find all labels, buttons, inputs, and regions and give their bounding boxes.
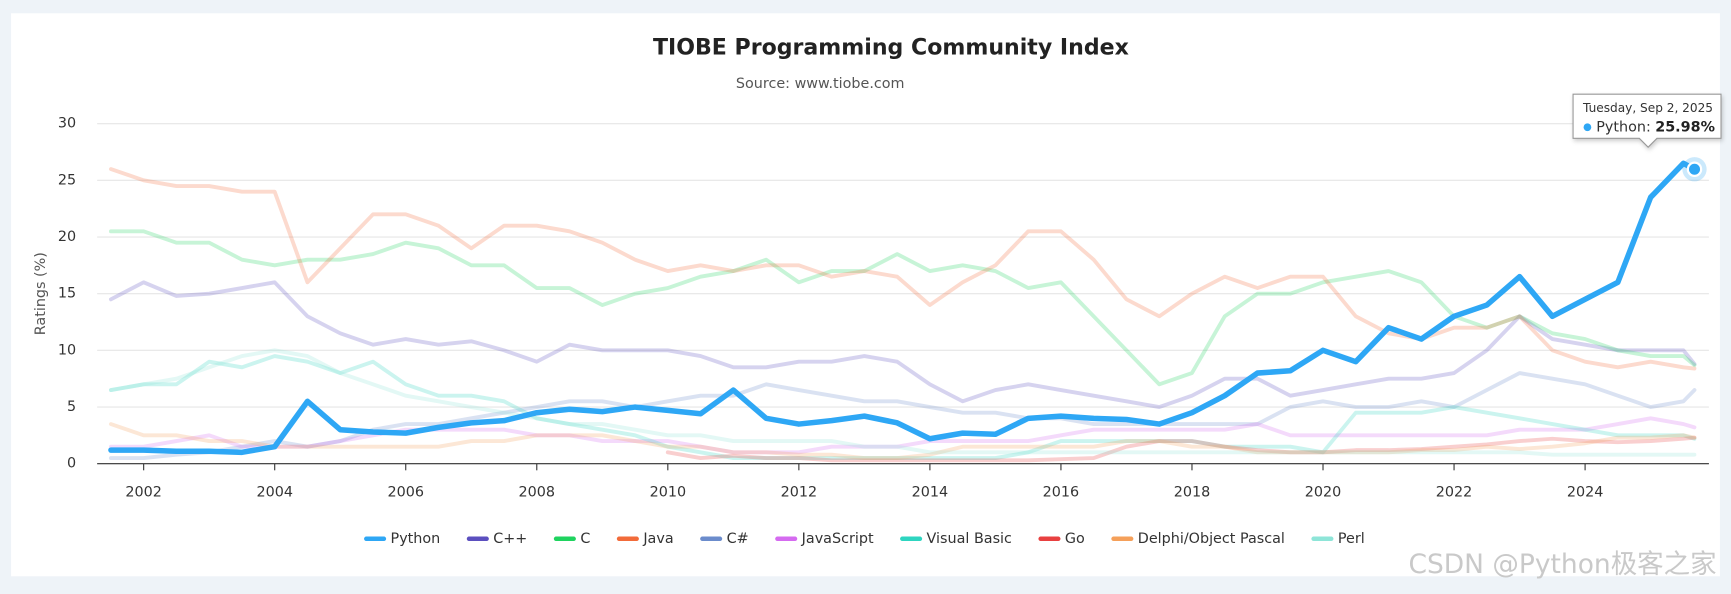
x-tick-label: 2020 — [1305, 484, 1342, 500]
series-line — [665, 435, 1697, 463]
y-tick-label: 10 — [58, 342, 76, 358]
y-tick-label: 0 — [67, 456, 76, 472]
watermark: CSDN @Python极客之家 — [1408, 549, 1716, 580]
legend-label: JavaScript — [801, 531, 874, 547]
tooltip-value: 25.98% — [1655, 119, 1715, 135]
x-tick-label: 2024 — [1567, 484, 1604, 500]
series-line — [108, 160, 1698, 456]
legend-item[interactable]: Java — [616, 531, 674, 547]
x-tick-label: 2022 — [1436, 484, 1473, 500]
legend-label: C# — [727, 531, 749, 547]
card — [11, 13, 1720, 577]
legend-label: Java — [642, 531, 673, 547]
y-tick-label: 25 — [58, 172, 76, 188]
y-tick-label: 30 — [58, 116, 76, 132]
legend-label: C++ — [493, 531, 527, 547]
legend-label: C — [580, 531, 590, 547]
y-axis-label: Ratings (%) — [33, 252, 49, 335]
x-tick-label: 2014 — [912, 484, 949, 500]
tooltip-title: Tuesday, Sep 2, 2025 — [1582, 101, 1713, 115]
tooltip-label: Python: — [1596, 119, 1651, 135]
x-tick-label: 2008 — [519, 484, 556, 500]
x-tick-label: 2010 — [650, 484, 687, 500]
series-line — [109, 371, 1697, 460]
x-tick-label: 2012 — [781, 484, 818, 500]
series-line — [109, 280, 1697, 409]
legend-item[interactable]: Python — [364, 531, 441, 547]
tooltip-dot — [1583, 123, 1592, 132]
series-line — [109, 348, 1697, 457]
legend-item[interactable]: Perl — [1311, 531, 1365, 547]
series-line — [109, 354, 1697, 460]
legend-label: Go — [1065, 531, 1085, 547]
legend-label: Visual Basic — [927, 531, 1012, 547]
chart-title: TIOBE Programming Community Index — [653, 36, 1129, 61]
legend-item[interactable]: JavaScript — [775, 531, 874, 547]
chart-subtitle: Source: www.tiobe.com — [736, 76, 905, 92]
hover-point — [1686, 161, 1703, 177]
y-tick-label: 20 — [58, 229, 76, 245]
legend-label: Delphi/Object Pascal — [1138, 531, 1285, 547]
legend-item[interactable]: C — [553, 531, 590, 547]
legend-item[interactable]: Delphi/Object Pascal — [1111, 531, 1285, 547]
legend-item[interactable]: Go — [1038, 531, 1085, 547]
x-tick-label: 2002 — [125, 484, 162, 500]
series-line — [109, 167, 1697, 371]
y-tick-label: 5 — [67, 399, 76, 415]
y-tick-label: 15 — [58, 286, 76, 302]
legend-label: Perl — [1338, 531, 1365, 547]
x-tick-label: 2004 — [256, 484, 293, 500]
plot-area: 0 5 10 15 20 25 30 2002 2004 2006 2008 2010 2012 2014… — [58, 116, 1709, 500]
legend: Python C++ C Java C# JavaScript Visual Basic Go… — [364, 531, 1365, 547]
legend-item[interactable]: Visual Basic — [900, 531, 1012, 547]
legend-label: Python — [391, 531, 441, 547]
legend-item[interactable]: C# — [700, 531, 749, 547]
tooltip: Tuesday, Sep 2, 2025 Python: 25.98% — [1572, 93, 1722, 148]
x-tick-label: 2016 — [1043, 484, 1080, 500]
series-line — [109, 422, 1697, 460]
legend-item[interactable]: C++ — [466, 531, 527, 547]
tooltip-box — [1572, 93, 1722, 148]
x-tick-label: 2006 — [387, 484, 424, 500]
series-line — [109, 229, 1697, 387]
x-tick-label: 2018 — [1174, 484, 1211, 500]
